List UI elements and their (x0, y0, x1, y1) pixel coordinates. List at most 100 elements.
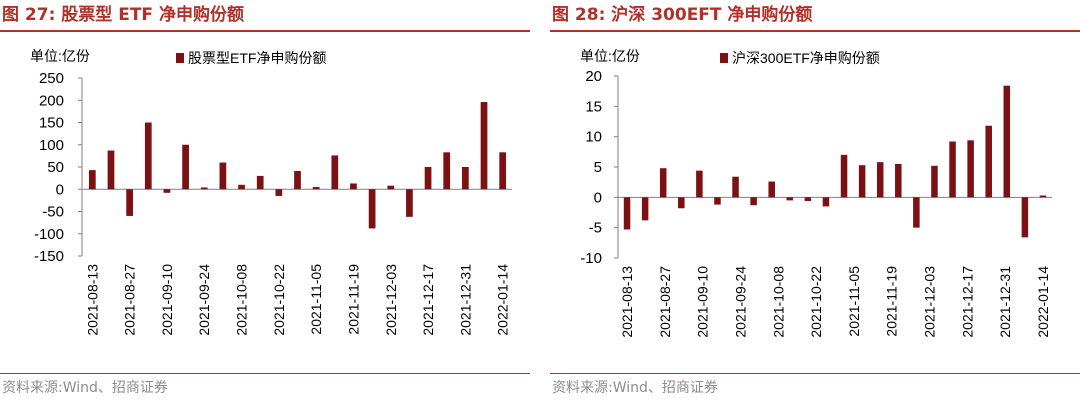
y-tick-label: 0 (56, 181, 64, 198)
unit-label: 单位:亿份 (30, 48, 90, 64)
bar (768, 181, 775, 198)
footer-divider (550, 373, 1080, 374)
bar (312, 187, 320, 190)
bar (750, 197, 757, 206)
y-tick-label: 0 (594, 189, 602, 206)
source-note: 资料来源:Wind、招商证券 (2, 380, 168, 396)
y-tick-label: 50 (47, 159, 64, 176)
bar (443, 152, 451, 190)
footer-divider (0, 373, 530, 374)
bar (949, 141, 956, 198)
y-tick-label: 250 (39, 70, 64, 87)
chart-panel-hs300: 图 28: 沪深 300EFT 净申购份额 单位:亿份 沪深300ETF净申购份额… (550, 0, 1080, 400)
bar (678, 197, 685, 209)
bar (182, 144, 189, 190)
etf-bar-chart: 单位:亿份 股票型ETF净申购份额 -150 -100 -50 0 50 100 150 200 2… (30, 48, 512, 336)
legend-swatch (720, 53, 728, 63)
bar (331, 155, 339, 190)
legend-label: 股票型ETF净申购份额 (188, 50, 326, 66)
bar (858, 165, 866, 198)
bar (294, 171, 301, 190)
bar (1021, 197, 1029, 238)
x-tick-label: 2021-10-08 (234, 264, 250, 336)
bar (350, 183, 357, 190)
y-tick-label: 150 (39, 115, 64, 132)
x-tick-label: 2021-10-08 (770, 266, 786, 338)
bar (623, 197, 631, 230)
y-tick-label: -10 (580, 250, 602, 267)
y-tick-label: 20 (585, 68, 602, 85)
unit-label: 单位:亿份 (580, 48, 640, 64)
bar (913, 197, 920, 228)
bar (256, 175, 264, 190)
bar (499, 152, 507, 190)
x-tick-label: 2021-11-05 (846, 266, 862, 337)
bar (144, 122, 152, 190)
x-tick-label: 2021-11-19 (345, 264, 361, 335)
bar (275, 189, 283, 196)
bar (126, 189, 133, 216)
x-tick-label: 2021-08-13 (84, 264, 100, 336)
chart-panel-etf: 图 27: 股票型 ETF 净申购份额 单位:亿份 股票型ETF净申购份额 -150… (0, 0, 530, 400)
bar (931, 165, 938, 198)
y-tick-label: 200 (39, 92, 64, 109)
y-tick-label: 15 (585, 98, 602, 115)
bar (659, 168, 667, 198)
y-tick-label: -50 (42, 204, 64, 221)
y-tick-label: 10 (585, 129, 602, 146)
bar (200, 187, 208, 190)
x-tick-label: 2021-12-17 (420, 264, 436, 336)
x-tick-label: 2021-08-27 (122, 264, 138, 336)
bar (107, 150, 115, 190)
bar (967, 140, 974, 198)
legend-label: 沪深300ETF净申购份额 (732, 50, 880, 66)
bar (368, 189, 376, 229)
bar (88, 170, 96, 190)
x-tick-label: 2021-12-31 (457, 264, 473, 336)
bar (219, 162, 227, 190)
bar (840, 154, 848, 198)
y-tick-label: -150 (34, 248, 64, 265)
bar (462, 167, 469, 190)
bar (822, 197, 830, 207)
bar (163, 189, 171, 193)
x-tick-label: 2022-01-14 (495, 264, 511, 336)
x-tick-label: 2021-08-27 (657, 266, 673, 338)
bar (786, 197, 794, 201)
x-tick-label: 2021-08-13 (619, 266, 635, 338)
bar (406, 189, 413, 217)
bar (804, 197, 812, 201)
x-tick-label: 2021-09-24 (196, 264, 212, 336)
bar (876, 162, 884, 198)
y-tick-label: -100 (34, 226, 64, 243)
hs300-bar-chart: 单位:亿份 沪深300ETF净申购份额 -10 -5 0 5 10 15 20 2021-08-1… (580, 48, 1052, 338)
x-tick-label: 2021-10-22 (808, 266, 824, 338)
bar (1003, 85, 1011, 198)
x-tick-label: 2021-09-24 (732, 266, 748, 338)
x-tick-label: 2022-01-14 (1035, 266, 1051, 338)
x-tick-label: 2021-10-22 (271, 264, 287, 336)
legend-swatch (176, 53, 184, 63)
bar (387, 185, 395, 190)
x-tick-label: 2021-11-05 (308, 264, 324, 335)
x-tick-label: 2021-12-03 (922, 266, 938, 338)
bar (985, 125, 992, 198)
bar (714, 197, 721, 205)
y-tick-label: 5 (594, 159, 602, 176)
x-tick-label: 2021-09-10 (159, 264, 175, 336)
figure-title: 图 28: 沪深 300EFT 净申购份额 (552, 5, 813, 25)
bar (732, 176, 739, 198)
title-divider (0, 30, 530, 32)
bar (895, 163, 902, 198)
y-tick-label: 100 (39, 137, 64, 154)
x-tick-label: 2021-09-10 (695, 266, 711, 338)
x-tick-label: 2021-12-17 (959, 266, 975, 338)
bar (480, 102, 488, 190)
title-divider (550, 30, 1080, 32)
bar (1039, 195, 1047, 198)
y-tick-label: -5 (589, 220, 602, 237)
x-tick-label: 2021-12-03 (383, 264, 399, 336)
bar (641, 197, 649, 221)
bar (238, 184, 245, 190)
figure-title: 图 27: 股票型 ETF 净申购份额 (2, 5, 244, 25)
